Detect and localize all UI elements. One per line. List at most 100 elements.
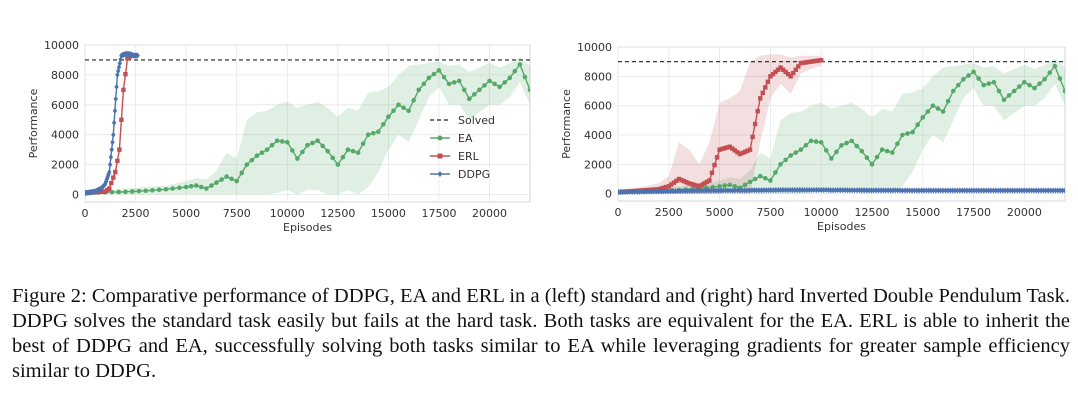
left-erl-point <box>107 186 112 191</box>
right-ddpg-point <box>682 187 688 194</box>
right-ddpg-point <box>654 188 659 195</box>
right-erl-point <box>745 148 750 153</box>
left-ea-point <box>396 102 401 108</box>
left-ea-point <box>461 87 467 93</box>
right-ddpg-point <box>979 187 984 194</box>
right-erl-point <box>658 186 664 191</box>
left-ea-point <box>522 74 528 80</box>
right-ea-point <box>1032 85 1037 91</box>
left-ddpg-point <box>107 169 112 176</box>
right-erl-point <box>664 184 669 190</box>
right-ea-point <box>717 184 722 189</box>
right-erl-point <box>694 183 699 188</box>
left-ea-point <box>214 180 219 185</box>
right-erl-point <box>801 60 806 65</box>
left-ea-point <box>183 184 189 190</box>
left-ea-point <box>269 142 275 148</box>
right-ea-point <box>844 140 849 146</box>
right-erl-point <box>803 60 809 65</box>
left-ea-point <box>487 78 492 84</box>
right-erl-point <box>722 146 727 151</box>
left-ea-point <box>340 154 346 160</box>
right-erl-point <box>793 67 798 72</box>
right-ea-point <box>986 81 992 86</box>
right-ea-point <box>752 176 758 182</box>
right-ytick-label: 8000 <box>584 70 612 83</box>
right-ddpg-point <box>1024 187 1029 194</box>
right-ddpg-point <box>792 187 798 193</box>
right-erl-point <box>689 181 694 187</box>
right-ddpg-point <box>976 187 982 194</box>
left-ea-point <box>259 150 265 155</box>
right-xtick-label: 20000 <box>1007 206 1042 219</box>
right-ea-point <box>798 147 804 152</box>
left-ea-point <box>431 71 437 77</box>
left-ddpg-point <box>109 146 114 153</box>
right-ddpg-point <box>756 187 762 194</box>
right-ea-point <box>823 148 829 153</box>
left-ea-point <box>365 132 371 138</box>
right-ddpg-point <box>1026 187 1032 194</box>
right-erl-point <box>676 176 682 182</box>
right-ddpg-point <box>895 187 900 194</box>
right-ea-point <box>889 150 895 155</box>
right-ea-point <box>747 179 753 185</box>
right-ea-point <box>757 173 763 179</box>
left-xtick-label: 10000 <box>270 207 305 220</box>
left-ea-point <box>330 155 336 161</box>
right-ea-point <box>1052 63 1058 69</box>
right-ddpg-point <box>974 187 979 194</box>
right-erl-point <box>714 155 720 160</box>
right-erl-point <box>704 179 710 185</box>
left-ea-point <box>249 157 255 163</box>
right-ddpg-point <box>890 187 896 194</box>
right-erl-point <box>816 58 821 63</box>
right-ddpg-point <box>885 187 891 194</box>
right-erl-point <box>707 178 712 183</box>
left-ea-point <box>320 143 325 149</box>
right-ddpg-point <box>618 189 623 196</box>
left-xaxis-label: Episodes <box>283 221 332 234</box>
legend-erl-label: ERL <box>458 150 480 163</box>
right-ddpg-point <box>1029 187 1034 194</box>
right-ddpg-point <box>790 187 795 193</box>
left-ea-point <box>325 148 331 154</box>
right-xtick-label: 15000 <box>905 206 940 219</box>
right-ddpg-point <box>924 187 929 194</box>
left-erl-point <box>109 180 114 186</box>
right-erl-point <box>712 162 717 168</box>
left-xtick-label: 2500 <box>122 207 150 220</box>
right-ddpg-point <box>620 189 625 196</box>
left-ea-point <box>411 98 416 103</box>
left-ea-point <box>370 130 376 136</box>
right-ddpg-point <box>983 187 989 194</box>
left-series-group <box>85 50 530 197</box>
right-ea-point <box>910 129 915 135</box>
left-ddpg-point <box>114 83 119 90</box>
left-ea-point <box>229 176 234 182</box>
right-ddpg-point <box>1014 187 1020 194</box>
right-ea-point <box>884 148 890 154</box>
right-ddpg-point <box>967 187 972 194</box>
right-erl-point <box>778 65 783 70</box>
right-ytick-label: 0 <box>605 188 612 201</box>
right-ddpg-point <box>1012 187 1018 194</box>
right-erl-point <box>674 178 679 184</box>
right-erl-point <box>669 182 674 187</box>
right-erl-point <box>760 90 765 96</box>
right-ytick-label: 6000 <box>584 100 612 113</box>
right-ea-point <box>920 115 926 120</box>
left-ea-point <box>492 81 497 87</box>
right-ddpg-point <box>971 187 977 194</box>
right-ddpg-point <box>850 187 855 194</box>
right-ea-point <box>1062 88 1065 94</box>
right-ea-point <box>793 150 799 155</box>
left-ea-point <box>234 178 240 184</box>
left-ea-point <box>456 78 462 84</box>
right-ddpg-point <box>926 187 931 194</box>
right-erl-point <box>686 181 692 186</box>
right-erl-point <box>732 148 738 153</box>
left-xtick-label: 12500 <box>320 207 355 220</box>
right-erl-point <box>671 180 677 185</box>
right-ddpg-point <box>749 187 755 194</box>
